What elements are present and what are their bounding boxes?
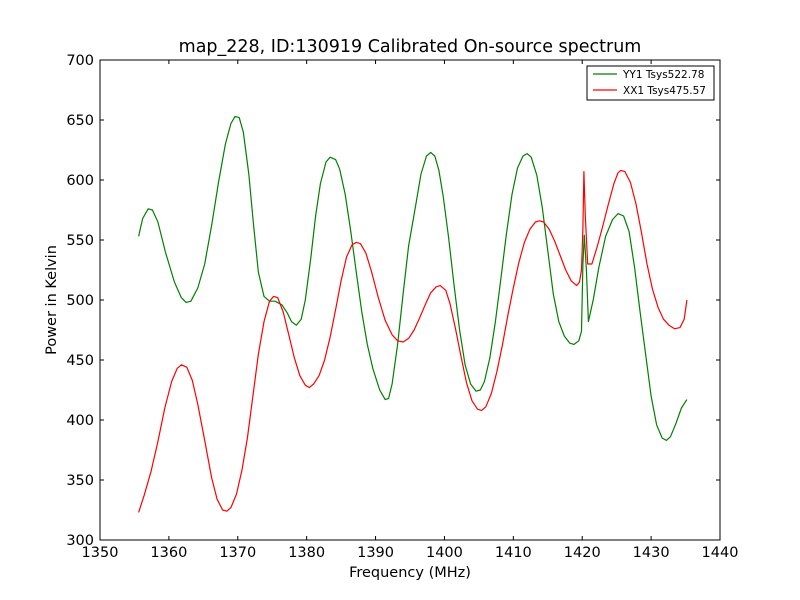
series-line-yy1	[138, 115, 688, 441]
legend-label-yy1: YY1 Tsys522.78	[622, 69, 704, 81]
x-tick-label: 1370	[219, 545, 256, 561]
y-tick-label: 550	[66, 233, 94, 249]
y-tick-label: 600	[66, 173, 94, 189]
legend-label-xx1: XX1 Tsys475.57	[623, 85, 706, 97]
x-tick-label: 1420	[564, 545, 601, 561]
x-tick-label: 1440	[702, 545, 739, 561]
y-axis-label: Power in Kelvin	[44, 245, 60, 355]
y-tick-label: 700	[66, 53, 94, 69]
series-line-xx1	[138, 169, 688, 513]
x-tick-label: 1360	[150, 545, 187, 561]
y-tick-label: 450	[66, 353, 94, 369]
x-tick-label: 1430	[633, 545, 670, 561]
x-tick-label: 1350	[82, 545, 119, 561]
x-tick-label: 1390	[357, 545, 394, 561]
legend-box	[586, 65, 715, 101]
y-tick-label: 400	[66, 413, 94, 429]
x-tick-label: 1380	[288, 545, 325, 561]
y-axis-ticks: 300 350 400 450 500 550 600 650 700	[66, 53, 720, 549]
x-tick-label: 1410	[495, 545, 532, 561]
y-tick-label: 300	[66, 533, 94, 549]
y-tick-label: 500	[66, 293, 94, 309]
x-axis-ticks: 1350 1360 1370 1380 1390 1400 1410 1420 1430 1440	[82, 60, 739, 561]
x-tick-label: 1400	[426, 545, 463, 561]
legend: YY1 Tsys522.78 XX1 Tsys475.57	[586, 65, 715, 101]
x-axis-label: Frequency (MHz)	[349, 565, 471, 581]
series-layer	[138, 115, 688, 513]
y-tick-label: 650	[66, 113, 94, 129]
chart-title: map_228, ID:130919 Calibrated On-source …	[179, 37, 642, 57]
y-tick-label: 350	[66, 473, 94, 489]
plot-area	[100, 60, 720, 540]
